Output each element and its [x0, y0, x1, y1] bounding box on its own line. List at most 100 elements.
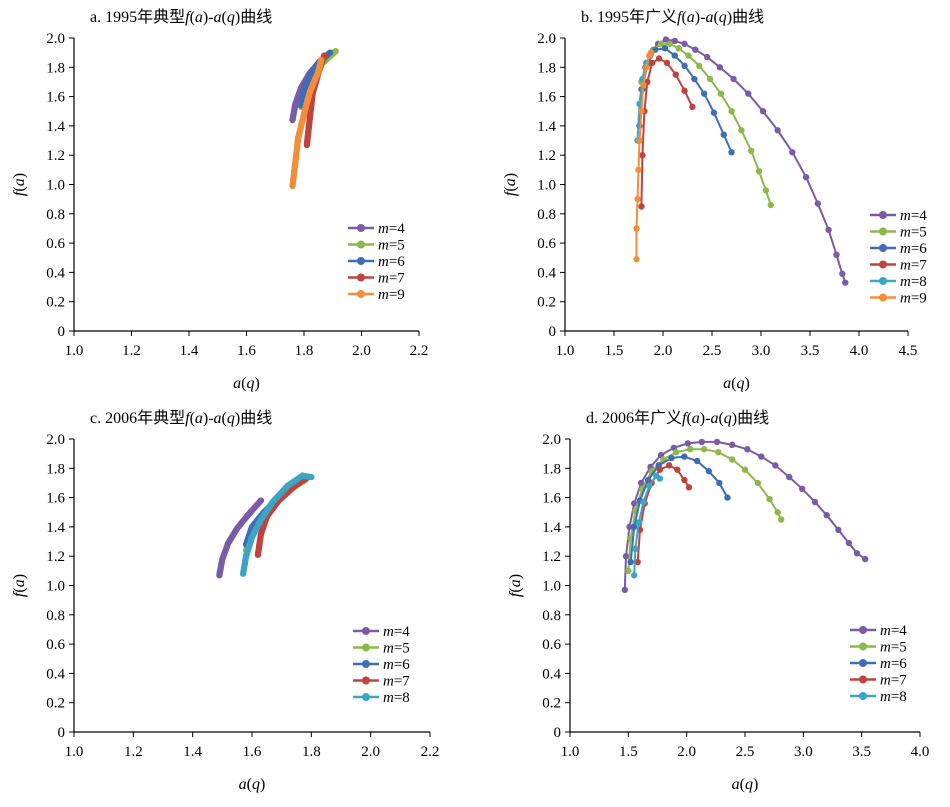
data-point [728, 108, 735, 115]
y-tick-label: 0 [554, 725, 562, 741]
series-m=8 [630, 472, 664, 579]
x-tick-label: 3.0 [752, 343, 771, 359]
data-point [666, 40, 674, 48]
legend-item: m=4 [850, 623, 907, 639]
data-point [675, 45, 682, 52]
y-tick-label: 1.2 [46, 549, 65, 565]
legend-item: m=7 [348, 271, 405, 287]
chart-panel-a: a. 1995年典型f(a)-a(q)曲线 0 0.2 0.4 0.6 0.8 1.0 1.2… [0, 0, 475, 406]
series-m=4 [621, 438, 869, 594]
x-tick-label: 1.6 [237, 343, 256, 359]
data-point [326, 49, 334, 56]
x-axis-label: a(q) [732, 776, 759, 793]
legend-label: m=4 [378, 221, 405, 237]
y-tick-label: 0.6 [46, 637, 65, 653]
legend-item: m=8 [353, 690, 410, 706]
series-m=7 [638, 55, 696, 210]
data-point [839, 270, 846, 278]
legend-label: m=6 [378, 254, 405, 270]
legend-swatch-marker [357, 273, 365, 282]
data-point [700, 90, 708, 97]
series-line [640, 57, 694, 207]
y-tick-label: 1.4 [537, 119, 556, 135]
data-point [730, 75, 737, 83]
x-tick-label: 2.5 [703, 343, 722, 359]
legend-label: m=7 [880, 673, 907, 689]
legend-label: m=7 [383, 674, 410, 690]
legend-swatch-marker [357, 290, 365, 298]
data-point [633, 256, 640, 263]
y-tick-label: 2.0 [537, 31, 556, 47]
chart-title: d. 2006年广义f(a)-a(q)曲线 [586, 409, 769, 427]
y-tick-label: 1.0 [46, 579, 65, 595]
data-point [640, 81, 647, 89]
legend-swatch-marker [859, 692, 867, 700]
legend-item: m=7 [353, 674, 410, 690]
y-tick-label: 0.6 [542, 637, 561, 653]
legend-label: m=8 [880, 689, 907, 705]
x-tick-label: 2.0 [361, 744, 380, 760]
data-point [717, 90, 725, 97]
y-tick-label: 1.8 [537, 60, 556, 76]
data-point [646, 482, 653, 490]
x-tick-label: 1.4 [180, 343, 199, 359]
data-point [720, 131, 727, 138]
y-tick-label: 0.4 [46, 265, 65, 281]
legend-label: m=5 [383, 641, 410, 657]
data-point [774, 127, 781, 134]
data-point [668, 454, 675, 462]
chart-title: a. 1995年典型f(a)-a(q)曲线 [90, 8, 272, 26]
data-point [700, 446, 708, 453]
data-point [681, 87, 688, 94]
legend-swatch-marker [879, 227, 887, 236]
y-tick-label: 1.6 [537, 90, 556, 106]
y-tick-label: 0 [58, 725, 66, 741]
x-tick-label: 3.0 [794, 744, 813, 760]
legend-label: m=5 [880, 640, 907, 656]
x-tick-label: 1.0 [65, 744, 84, 760]
data-point [842, 279, 849, 286]
chart-panel-d: d. 2006年广义f(a)-a(q)曲线 0 0.2 0.4 0.6 0.8 1.0 1.2… [475, 401, 950, 807]
legend-label: m=8 [383, 690, 410, 706]
legend-swatch-marker [879, 293, 887, 302]
legend-swatch-marker [879, 244, 887, 252]
data-point [745, 90, 752, 97]
x-tick-label: 2.0 [352, 343, 371, 359]
data-point [671, 52, 678, 59]
series-line [640, 42, 772, 206]
series-line [640, 38, 847, 284]
data-point [665, 462, 673, 469]
data-point [663, 59, 671, 67]
data-point [772, 462, 779, 469]
y-tick-label: 0.8 [542, 608, 561, 624]
series-line [635, 52, 653, 260]
legend-item: m=5 [348, 238, 405, 254]
data-point [713, 438, 721, 446]
data-point [706, 75, 714, 83]
data-point [728, 441, 736, 449]
series-m=9 [289, 56, 325, 190]
data-point [681, 40, 688, 48]
legend-swatch-marker [357, 224, 365, 232]
x-tick-label: 2.2 [410, 343, 429, 359]
legend-label: m=9 [900, 291, 927, 307]
x-tick-label: 1.6 [243, 744, 262, 760]
data-point [332, 47, 339, 55]
data-point [789, 149, 796, 156]
data-point [672, 448, 680, 456]
data-point [835, 526, 842, 534]
y-axis-label: f(a) [11, 173, 28, 196]
legend-item: m=4 [348, 221, 405, 237]
y-tick-label: 1.2 [542, 549, 561, 565]
y-tick-label: 0.4 [537, 265, 556, 281]
data-point [861, 555, 869, 563]
data-point [638, 108, 645, 115]
data-point [728, 456, 736, 463]
data-point [755, 168, 763, 175]
y-tick-label: 0.6 [46, 236, 65, 252]
data-point [724, 494, 731, 501]
x-tick-label: 1.5 [619, 744, 638, 760]
x-tick-label: 2.0 [677, 744, 696, 760]
chart-panel-b: b. 1995年广义f(a)-a(q)曲线 0 0.2 0.4 0.6 0.8 1.0 1.2… [475, 0, 950, 406]
y-tick-label: 1.0 [46, 178, 65, 194]
